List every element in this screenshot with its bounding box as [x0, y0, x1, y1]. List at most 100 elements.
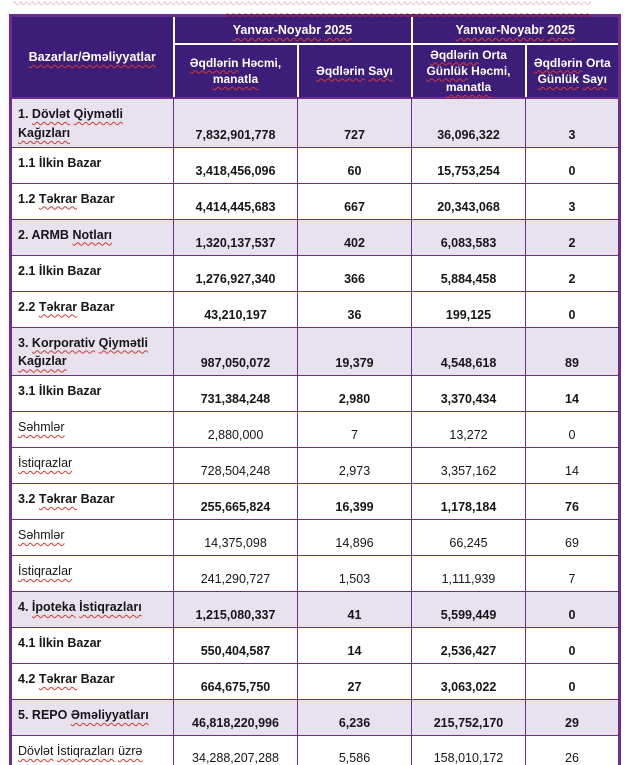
table-row: 1.2 Təkrar Bazar 4,414,445,683 667 20,343,0…	[10, 182, 620, 220]
col-header-deals-volume: Əqdlərin Həcmi, manatla	[172, 42, 299, 100]
row-label: 1. Dövlət Qiymətli Kağızları	[10, 97, 174, 148]
table-row: Səhmlər 14,375,098 14,896 66,245 69	[10, 519, 620, 557]
value-cell: 14	[525, 375, 620, 413]
row-label: Dövlət İstiqrazları üzrə	[10, 735, 174, 765]
value-cell: 1,320,137,537	[173, 218, 298, 256]
value-cell: 3,370,434	[411, 375, 526, 413]
value-cell: 731,384,248	[173, 375, 298, 413]
value-cell: 1,215,080,337	[173, 591, 298, 629]
value-cell: 36,096,322	[411, 97, 526, 148]
value-cell: 255,665,824	[173, 483, 298, 521]
value-cell: 41	[297, 591, 412, 629]
value-cell: 0	[525, 627, 620, 665]
value-cell: 3,357,162	[411, 447, 526, 485]
value-cell: 0	[525, 290, 620, 328]
value-cell: 14	[525, 447, 620, 485]
value-cell: 14,896	[297, 519, 412, 557]
value-cell: 215,752,170	[411, 699, 526, 737]
row-label: Səhmlər	[10, 519, 174, 557]
row-label: 2.2 Təkrar Bazar	[10, 290, 174, 328]
value-cell: 34,288,207,288	[173, 735, 298, 765]
value-cell: 728,504,248	[173, 447, 298, 485]
value-cell: 43,210,197	[173, 290, 298, 328]
col-header-avg-daily-count: Əqdlərin Orta Günlük Sayı	[524, 42, 621, 100]
value-cell: 69	[525, 519, 620, 557]
value-cell: 19,379	[297, 326, 412, 377]
value-cell: 366	[297, 254, 412, 292]
period-header-right: Yanvar-Noyabr 2025	[410, 14, 621, 45]
value-cell: 6,236	[297, 699, 412, 737]
value-cell: 46,818,220,996	[173, 699, 298, 737]
value-cell: 66,245	[411, 519, 526, 557]
value-cell: 14,375,098	[173, 519, 298, 557]
value-cell: 3,418,456,096	[173, 146, 298, 184]
row-label: 1.2 Təkrar Bazar	[10, 182, 174, 220]
value-cell: 1,111,939	[411, 555, 526, 593]
value-cell: 2,880,000	[173, 411, 298, 449]
value-cell: 15,753,254	[411, 146, 526, 184]
row-label: 3.1 İlkin Bazar	[10, 375, 174, 413]
value-cell: 987,050,072	[173, 326, 298, 377]
value-cell: 1,178,184	[411, 483, 526, 521]
value-cell: 29	[525, 699, 620, 737]
table-row: 2.2 Təkrar Bazar 43,210,197 36 199,125 0	[10, 290, 620, 328]
value-cell: 3	[525, 97, 620, 148]
value-cell: 2,973	[297, 447, 412, 485]
value-cell: 36	[297, 290, 412, 328]
value-cell: 727	[297, 97, 412, 148]
row-label: 3.2 Təkrar Bazar	[10, 483, 174, 521]
value-cell: 402	[297, 218, 412, 256]
value-cell: 664,675,750	[173, 663, 298, 701]
row-label: 3. Korporativ Qiymətli Kağızlar	[10, 326, 174, 377]
row-label: Səhmlər	[10, 411, 174, 449]
value-cell: 1,503	[297, 555, 412, 593]
value-cell: 7	[525, 555, 620, 593]
table-row: İstiqrazlar 728,504,248 2,973 3,357,162 14	[10, 447, 620, 485]
value-cell: 14	[297, 627, 412, 665]
table-row: 3.2 Təkrar Bazar 255,665,824 16,399 1,178,1…	[10, 483, 620, 521]
value-cell: 667	[297, 182, 412, 220]
value-cell: 241,290,727	[173, 555, 298, 593]
section-row: 3. Korporativ Qiymətli Kağızlar 987,050,0…	[10, 326, 620, 377]
table-header: Bazarlar/Əməliyyatlar Yanvar-Noyabr 2025…	[9, 14, 621, 100]
value-cell: 158,010,172	[411, 735, 526, 765]
row-label: 4.1 İlkin Bazar	[10, 627, 174, 665]
corner-header-markets-operations: Bazarlar/Əməliyyatlar	[9, 14, 175, 100]
clipped-spellcheck-wave	[13, 0, 591, 5]
value-cell: 89	[525, 326, 620, 377]
table-row: 4.1 İlkin Bazar 550,404,587 14 2,536,427 0	[10, 627, 620, 665]
row-label: 4. İpoteka İstiqrazları	[10, 591, 174, 629]
section-row: 2. ARMB Notları 1,320,137,537 402 6,083,583…	[10, 218, 620, 256]
value-cell: 0	[525, 411, 620, 449]
value-cell: 7	[297, 411, 412, 449]
section-row: 5. REPO Əməliyyatları 46,818,220,996 6,236…	[10, 699, 620, 737]
value-cell: 0	[525, 591, 620, 629]
value-cell: 3	[525, 182, 620, 220]
row-label: 2. ARMB Notları	[10, 218, 174, 256]
table-row: Dövlət İstiqrazları üzrə 34,288,207,288 5,…	[10, 735, 620, 765]
table-row: 2.1 İlkin Bazar 1,276,927,340 366 5,884,458…	[10, 254, 620, 292]
value-cell: 4,414,445,683	[173, 182, 298, 220]
value-cell: 60	[297, 146, 412, 184]
value-cell: 2,980	[297, 375, 412, 413]
value-cell: 7,832,901,778	[173, 97, 298, 148]
section-row: 4. İpoteka İstiqrazları 1,215,080,337 41 5,…	[10, 591, 620, 629]
value-cell: 76	[525, 483, 620, 521]
value-cell: 16,399	[297, 483, 412, 521]
value-cell: 5,586	[297, 735, 412, 765]
value-cell: 1,276,927,340	[173, 254, 298, 292]
section-row: 1. Dövlət Qiymətli Kağızları 7,832,901,77…	[10, 97, 620, 148]
table-row: 3.1 İlkin Bazar 731,384,248 2,980 3,370,434…	[10, 375, 620, 413]
securities-market-table: Bazarlar/Əməliyyatlar Yanvar-Noyabr 2025…	[9, 14, 621, 765]
value-cell: 5,599,449	[411, 591, 526, 629]
value-cell: 2	[525, 254, 620, 292]
row-label: İstiqrazlar	[10, 555, 174, 593]
table-row: Səhmlər 2,880,000 7 13,272 0	[10, 411, 620, 449]
col-header-deals-count: Əqdlərin Sayı	[296, 42, 413, 100]
table-body: 1. Dövlət Qiymətli Kağızları 7,832,901,77…	[10, 97, 620, 765]
value-cell: 26	[525, 735, 620, 765]
table-row: 4.2 Təkrar Bazar 664,675,750 27 3,063,022 0	[10, 663, 620, 701]
row-label: 4.2 Təkrar Bazar	[10, 663, 174, 701]
row-label: 1.1 İlkin Bazar	[10, 146, 174, 184]
